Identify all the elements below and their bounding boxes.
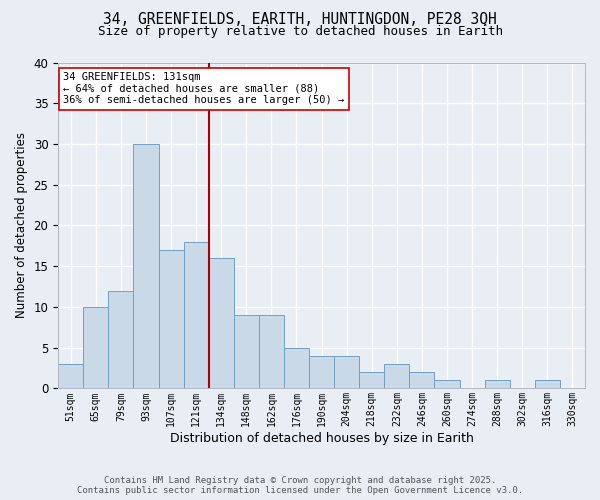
Bar: [234, 315, 259, 388]
Bar: [58, 364, 83, 388]
Bar: [334, 356, 359, 388]
Bar: [83, 307, 109, 388]
Bar: [184, 242, 209, 388]
Bar: [359, 372, 384, 388]
Text: 34, GREENFIELDS, EARITH, HUNTINGDON, PE28 3QH: 34, GREENFIELDS, EARITH, HUNTINGDON, PE2…: [103, 12, 497, 28]
Bar: [158, 250, 184, 388]
Bar: [535, 380, 560, 388]
Text: Contains HM Land Registry data © Crown copyright and database right 2025.
Contai: Contains HM Land Registry data © Crown c…: [77, 476, 523, 495]
Bar: [409, 372, 434, 388]
X-axis label: Distribution of detached houses by size in Earith: Distribution of detached houses by size …: [170, 432, 473, 445]
Bar: [133, 144, 158, 388]
Bar: [384, 364, 409, 388]
Bar: [434, 380, 460, 388]
Bar: [284, 348, 309, 389]
Bar: [485, 380, 510, 388]
Bar: [309, 356, 334, 388]
Text: Size of property relative to detached houses in Earith: Size of property relative to detached ho…: [97, 25, 503, 38]
Y-axis label: Number of detached properties: Number of detached properties: [15, 132, 28, 318]
Text: 34 GREENFIELDS: 131sqm
← 64% of detached houses are smaller (88)
36% of semi-det: 34 GREENFIELDS: 131sqm ← 64% of detached…: [64, 72, 344, 106]
Bar: [209, 258, 234, 388]
Bar: [109, 290, 133, 388]
Bar: [259, 315, 284, 388]
